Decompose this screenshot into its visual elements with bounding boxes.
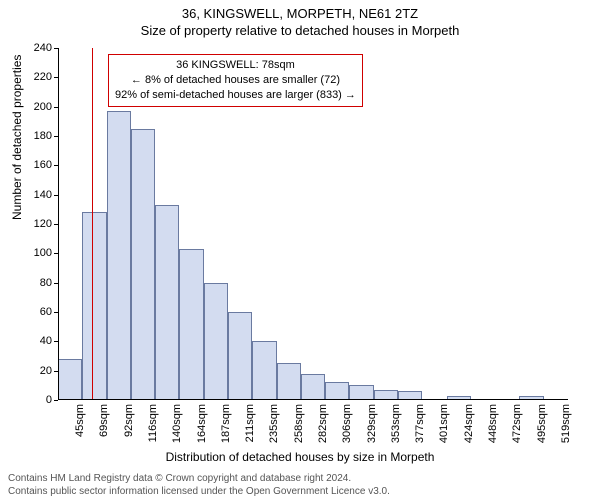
x-tick-label: 45sqm [74,404,86,446]
x-tick-label: 424sqm [463,404,475,446]
histogram-bar [228,312,252,400]
x-tick-label: 495sqm [536,404,548,446]
y-axis-line [58,48,59,400]
histogram-bar [277,363,301,400]
y-tick-label: 0 [22,394,52,406]
x-tick-label: 92sqm [123,404,135,446]
histogram-bar [301,374,325,400]
histogram-bar [82,212,106,400]
marker-callout: 36 KINGSWELL: 78sqm ← 8% of detached hou… [108,54,363,107]
x-axis-line [58,399,568,400]
y-tick-label: 180 [22,130,52,142]
footer-line-2: Contains public sector information licen… [8,485,592,498]
x-tick-label: 211sqm [244,404,256,446]
callout-line-1: 36 KINGSWELL: 78sqm [115,58,356,73]
y-tick-label: 100 [22,247,52,259]
x-tick-label: 69sqm [98,404,110,446]
footer-attribution: Contains HM Land Registry data © Crown c… [8,472,592,498]
y-tick-label: 80 [22,277,52,289]
histogram-bar [131,129,155,400]
histogram-bar [252,341,276,400]
y-tick-label: 120 [22,218,52,230]
histogram-bar [325,382,349,400]
y-tick-label: 40 [22,335,52,347]
histogram-bar [204,283,228,400]
histogram-bar [155,205,179,400]
footer-line-1: Contains HM Land Registry data © Crown c… [8,472,592,485]
histogram-bar [107,111,131,400]
y-tick-label: 200 [22,101,52,113]
y-tick-label: 240 [22,42,52,54]
x-tick-label: 377sqm [414,404,426,446]
y-tick-label: 160 [22,159,52,171]
callout-line-3: 92% of semi-detached houses are larger (… [115,88,356,103]
histogram-bar [58,359,82,400]
histogram-bar [349,385,373,400]
x-tick-label: 448sqm [487,404,499,446]
x-tick-label: 282sqm [317,404,329,446]
x-tick-label: 258sqm [293,404,305,446]
x-tick-label: 306sqm [341,404,353,446]
y-tick-label: 20 [22,365,52,377]
chart-title: 36, KINGSWELL, MORPETH, NE61 2TZ [0,0,600,21]
y-tick-mark [54,400,58,401]
x-tick-label: 472sqm [511,404,523,446]
chart-subtitle: Size of property relative to detached ho… [0,21,600,38]
chart-container: 36, KINGSWELL, MORPETH, NE61 2TZ Size of… [0,0,600,500]
y-tick-label: 140 [22,189,52,201]
histogram-bar [179,249,203,400]
x-tick-label: 140sqm [171,404,183,446]
x-tick-label: 353sqm [390,404,402,446]
x-axis-label: Distribution of detached houses by size … [0,450,600,464]
x-tick-label: 329sqm [366,404,378,446]
x-tick-label: 401sqm [438,404,450,446]
x-tick-label: 235sqm [268,404,280,446]
x-tick-label: 164sqm [196,404,208,446]
x-tick-label: 519sqm [560,404,572,446]
callout-line-2: ← 8% of detached houses are smaller (72) [115,73,356,88]
y-tick-label: 220 [22,71,52,83]
y-tick-label: 60 [22,306,52,318]
x-tick-label: 116sqm [147,404,159,446]
x-tick-label: 187sqm [220,404,232,446]
reference-marker-line [92,48,93,400]
plot-area: 02040608010012014016018020022024045sqm69… [58,48,568,400]
